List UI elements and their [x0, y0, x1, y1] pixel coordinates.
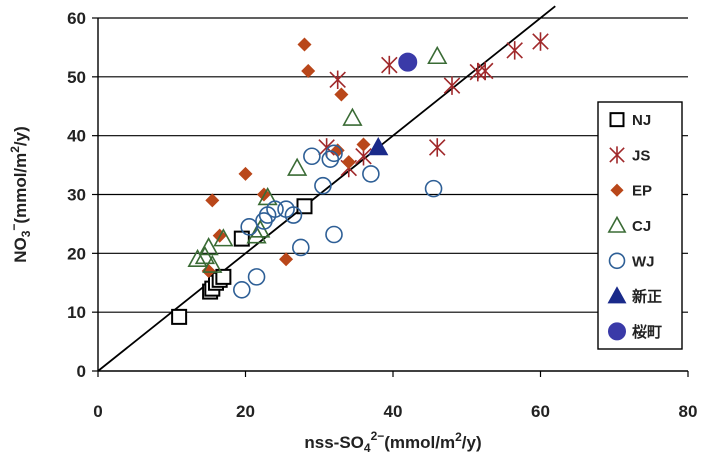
series-4-point-14 [247, 268, 266, 286]
legend-marker-4 [608, 252, 626, 270]
series-3-point-9 [187, 248, 208, 268]
legend-label-0: NJ [632, 112, 651, 129]
y-tick-label-10: 10 [67, 303, 86, 322]
series-4-point-0 [303, 147, 321, 166]
series-4-point-2 [325, 144, 343, 163]
x-tick-label-60: 60 [531, 402, 550, 421]
series-6-point-0 [398, 52, 418, 72]
x-tick-label-80: 80 [679, 402, 698, 421]
series-1-point-0 [329, 70, 346, 90]
tick-labels: 0 20 40 60 80 0 10 20 30 40 50 60 [67, 9, 697, 421]
series-5 [368, 137, 389, 156]
series-2 [201, 37, 371, 278]
y-tick-label-60: 60 [67, 9, 86, 28]
reference-line [97, 5, 556, 372]
series-2-point-11 [356, 137, 371, 152]
series-1-point-10 [532, 32, 549, 51]
series-4 [233, 144, 443, 299]
series-4-point-1 [321, 150, 340, 168]
y-tick-label-50: 50 [67, 68, 86, 87]
legend-label-1: JS [632, 147, 650, 164]
x-axis-title: nss-SO42−(mmol/m2/y) [304, 429, 481, 455]
series-4-point-5 [424, 179, 443, 198]
series-2-point-7 [201, 263, 216, 278]
legend-label-3: CJ [632, 218, 651, 235]
series-2-point-8 [279, 252, 294, 267]
series-2-point-10 [341, 155, 356, 170]
legend-marker-1 [609, 146, 625, 164]
data-marks [171, 32, 549, 325]
y-axis-title: NO3−(mmol/m2/y) [7, 126, 33, 263]
series-2-point-3 [205, 193, 220, 208]
series-3-point-2 [287, 157, 308, 176]
x-tick-label-0: 0 [93, 402, 102, 421]
series-1-point-6 [443, 76, 461, 95]
series-4-point-13 [325, 225, 343, 244]
series-0-point-5 [215, 268, 232, 285]
x-tick-label-40: 40 [384, 402, 403, 421]
series-2-point-1 [301, 63, 316, 78]
legend-marker-3 [607, 215, 627, 233]
series-4-point-9 [266, 200, 284, 219]
legend-label-4: WJ [632, 253, 655, 270]
legend-marker-0 [609, 112, 625, 128]
reference-line-group [97, 5, 556, 372]
series-2-point-4 [238, 166, 253, 181]
series-1-point-4 [381, 55, 398, 75]
series-6 [398, 52, 418, 72]
series-4-point-11 [284, 206, 303, 224]
series-4-point-15 [233, 281, 251, 299]
legend-marker-6 [608, 322, 626, 341]
y-tick-label-0: 0 [77, 362, 86, 381]
series-0-point-7 [296, 198, 313, 215]
axes [92, 17, 689, 377]
y-tick-label-40: 40 [67, 127, 86, 146]
series-4-point-6 [240, 218, 258, 236]
legend-marker-2 [610, 183, 624, 197]
legend-label-6: 桜町 [632, 323, 662, 341]
y-tick-label-30: 30 [67, 186, 86, 205]
series-5-point-0 [368, 137, 389, 156]
legend-marker-5 [607, 286, 627, 304]
legend-label-2: EP [632, 183, 652, 200]
series-3-point-0 [427, 45, 448, 65]
series-4-point-12 [292, 238, 310, 257]
series-1-point-5 [428, 138, 446, 157]
series-2-point-2 [334, 87, 349, 102]
series-3 [187, 45, 448, 273]
series-4-point-4 [362, 165, 380, 183]
series-3-point-1 [342, 107, 363, 126]
series-0 [171, 198, 313, 325]
series-3-point-6 [213, 228, 234, 247]
legend-label-5: 新正 [632, 288, 662, 306]
series-0-point-0 [171, 308, 188, 325]
series-3-point-8 [194, 245, 216, 265]
y-tick-label-20: 20 [67, 244, 86, 263]
series-4-point-3 [314, 176, 332, 195]
series-1-point-9 [506, 41, 523, 60]
x-tick-label-20: 20 [236, 402, 255, 421]
series-2-point-0 [297, 37, 312, 52]
series-3-point-10 [202, 254, 223, 273]
series-1-point-8 [476, 61, 494, 81]
